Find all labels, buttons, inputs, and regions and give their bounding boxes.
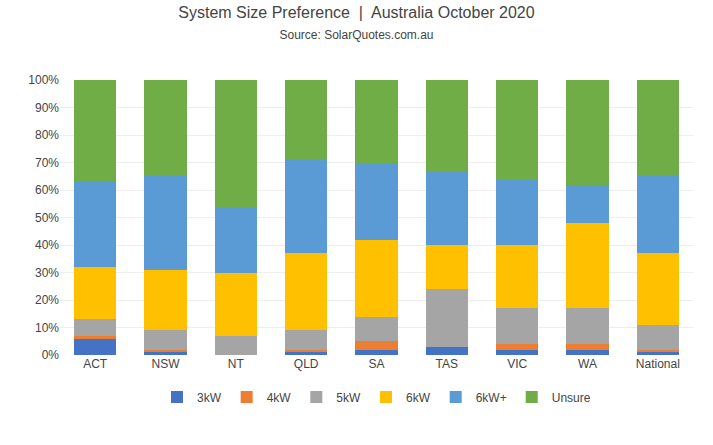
svg-text:Unsure: Unsure bbox=[552, 391, 591, 405]
svg-text:NSW: NSW bbox=[152, 357, 181, 371]
svg-text:System Size Preference | Aus: System Size Preference | Australia Octob… bbox=[178, 4, 534, 42]
svg-text:20%: 20% bbox=[35, 293, 59, 307]
svg-text:TAS: TAS bbox=[436, 357, 458, 371]
svg-text:6kW: 6kW bbox=[406, 391, 431, 405]
svg-text:80%: 80% bbox=[35, 128, 59, 142]
svg-text:3kW: 3kW bbox=[197, 391, 222, 405]
svg-text:NT: NT bbox=[228, 357, 245, 371]
svg-text:50%: 50% bbox=[35, 211, 59, 225]
svg-text:SA: SA bbox=[368, 357, 384, 371]
svg-text:90%: 90% bbox=[35, 101, 59, 115]
svg-text:40%: 40% bbox=[35, 238, 59, 252]
svg-text:6kW+: 6kW+ bbox=[476, 391, 507, 405]
svg-text:ACT: ACT bbox=[83, 357, 108, 371]
svg-text:WA: WA bbox=[578, 357, 597, 371]
svg-text:10%: 10% bbox=[35, 321, 59, 335]
svg-text:0%: 0% bbox=[42, 348, 60, 362]
svg-text:30%: 30% bbox=[35, 266, 59, 280]
svg-text:QLD: QLD bbox=[294, 357, 319, 371]
svg-text:100%: 100% bbox=[28, 73, 59, 87]
svg-text:National: National bbox=[636, 357, 680, 371]
svg-text:70%: 70% bbox=[35, 156, 59, 170]
svg-text:4kW: 4kW bbox=[267, 391, 292, 405]
svg-text:60%: 60% bbox=[35, 183, 59, 197]
svg-text:VIC: VIC bbox=[507, 357, 527, 371]
svg-text:5kW: 5kW bbox=[336, 391, 361, 405]
